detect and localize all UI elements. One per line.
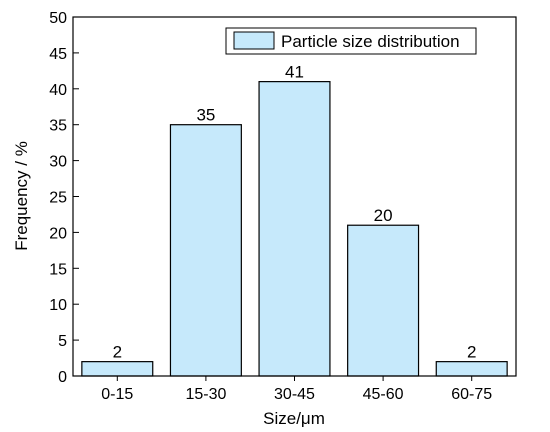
y-tick-label: 25 [49,190,67,207]
bar-0-15 [81,361,154,377]
x-axis-ticks: 0-15 15-30 30-45 45-60 60-75 [101,376,492,403]
y-axis-label: Frequency / % [12,141,31,251]
x-tick-label: 45-60 [363,386,404,403]
y-tick-label: 0 [58,369,67,386]
x-tick-label: 60-75 [451,386,492,403]
y-tick-label: 5 [58,333,67,350]
x-tick-label: 0-15 [101,386,133,403]
data-label-0-15: 2 [113,343,122,362]
plot-frame [72,16,517,377]
legend-swatch [233,31,275,50]
data-label-30-45: 41 [285,63,304,82]
y-tick-label: 30 [49,154,67,171]
x-tick-label: 30-45 [274,386,315,403]
y-tick-label: 20 [49,225,67,242]
x-axis-label: Size/μm [263,409,325,428]
bar-45-60 [347,224,420,377]
x-tick-label: 15-30 [185,386,226,403]
bars-layer [81,81,508,377]
legend: Particle size distribution [225,27,477,55]
y-tick-label: 40 [49,82,67,99]
bar-60-75 [435,361,508,377]
y-tick-label: 45 [49,46,67,63]
bar-30-45 [258,81,331,377]
data-label-15-30: 35 [196,106,215,125]
bar-15-30 [169,124,242,377]
y-tick-label: 50 [49,10,67,27]
data-label-45-60: 20 [374,206,393,225]
data-labels-layer: 2 35 41 20 2 [113,63,477,362]
data-label-60-75: 2 [467,343,476,362]
y-tick-label: 15 [49,261,67,278]
y-axis-ticks: 0 5 10 15 20 25 30 35 40 45 50 [49,10,79,386]
legend-label: Particle size distribution [281,32,460,51]
y-tick-label: 10 [49,297,67,314]
y-tick-label: 35 [49,118,67,135]
